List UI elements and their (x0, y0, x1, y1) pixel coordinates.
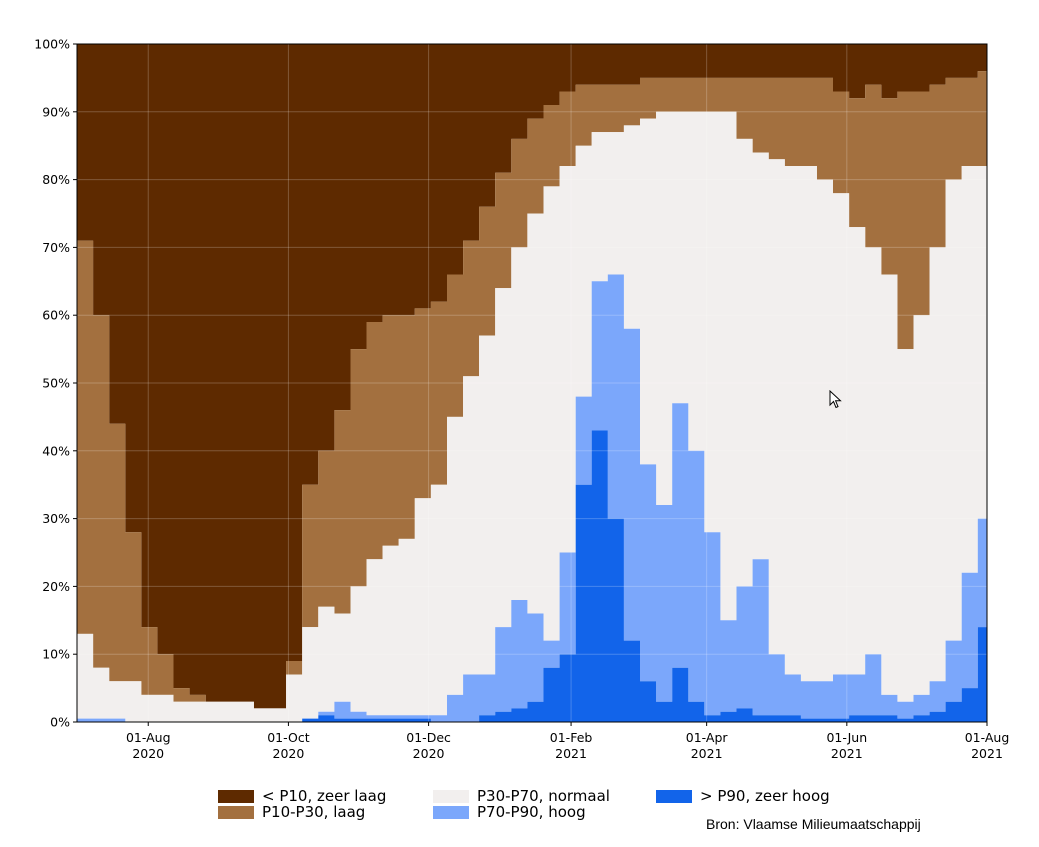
y-tick-label: 40% (42, 443, 70, 458)
legend-swatch-hoog (433, 805, 469, 819)
y-tick-label: 50% (42, 376, 70, 391)
x-tick-label-year: 2021 (555, 746, 587, 761)
y-tick-label: 10% (42, 647, 70, 662)
band-normaal (77, 111, 987, 723)
x-tick-label-month: 01-Dec (406, 730, 451, 745)
x-tick-label-month: 01-Aug (126, 730, 171, 745)
legend-label-laag: P10-P30, laag (262, 803, 366, 821)
y-tick-label: 30% (42, 511, 70, 526)
x-tick-label-month: 01-Apr (686, 730, 729, 745)
y-axis-ticks: 0% 10% 20% 30% 40% 50% 60% 70% 80% 90% 100% (34, 37, 77, 730)
legend: < P10, zeer laag P10-P30, laag P30-P70, … (218, 787, 898, 824)
x-tick-label-month: 01-Aug (965, 730, 1010, 745)
legend-item-zeer-hoog: > P90, zeer hoog (656, 787, 830, 805)
x-axis-ticks: 01-Aug202001-Oct202001-Dec202001-Feb2021… (126, 722, 1009, 761)
y-tick-label: 80% (42, 172, 70, 187)
x-tick-label-month: 01-Feb (550, 730, 593, 745)
legend-label-normaal: P30-P70, normaal (477, 787, 610, 805)
legend-item-hoog: P70-P90, hoog (433, 803, 586, 821)
x-tick-label-year: 2021 (831, 746, 863, 761)
mouse-pointer-icon (829, 390, 842, 409)
x-tick-label-year: 2020 (273, 746, 305, 761)
x-tick-label-year: 2020 (413, 746, 445, 761)
band-hoog (77, 274, 987, 722)
legend-label-zeer-laag: < P10, zeer laag (262, 787, 387, 805)
plot-area (77, 44, 987, 723)
x-tick-label-month: 01-Jun (826, 730, 867, 745)
legend-item-laag: P10-P30, laag (218, 803, 366, 821)
band-zeer-laag (77, 44, 987, 709)
y-tick-label: 70% (42, 240, 70, 255)
legend-label-zeer-hoog: > P90, zeer hoog (700, 787, 830, 805)
y-tick-label: 100% (34, 37, 70, 52)
legend-item-normaal: P30-P70, normaal (433, 787, 610, 805)
y-tick-label: 90% (42, 104, 70, 119)
legend-swatch-normaal (433, 789, 469, 803)
y-tick-label: 20% (42, 579, 70, 594)
legend-label-hoog: P70-P90, hoog (477, 803, 586, 821)
legend-swatch-zeer-hoog (656, 789, 692, 803)
x-tick-label-year: 2021 (971, 746, 1003, 761)
band-laag (77, 71, 987, 709)
x-tick-label-month: 01-Oct (267, 730, 309, 745)
y-tick-label: 60% (42, 308, 70, 323)
legend-swatch-zeer-laag (218, 789, 254, 803)
legend-item-zeer-laag: < P10, zeer laag (218, 787, 387, 805)
y-tick-label: 0% (50, 715, 70, 730)
x-tick-label-year: 2020 (132, 746, 164, 761)
x-tick-label-year: 2021 (691, 746, 723, 761)
legend-swatch-laag (218, 805, 254, 819)
source-credit: Bron: Vlaamse Milieumaatschappij (706, 816, 921, 832)
